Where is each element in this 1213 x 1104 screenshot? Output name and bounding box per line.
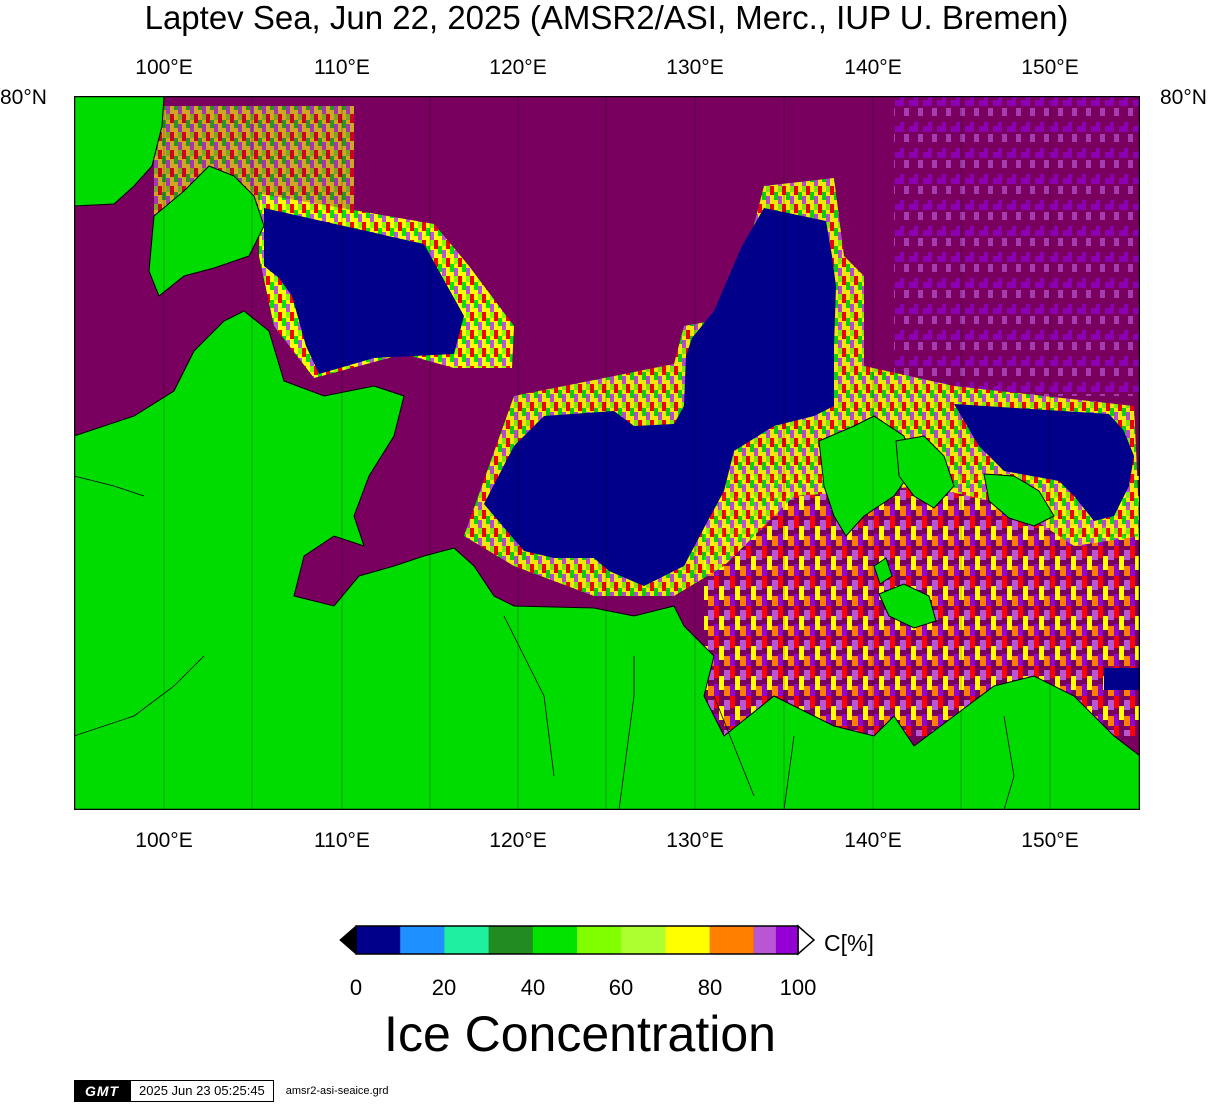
lon-label-bottom-130: 130°E (666, 829, 724, 852)
land-new-siberian-islands-faddeyevsky (895, 435, 955, 509)
map-title: Laptev Sea, Jun 22, 2025 (AMSR2/ASI, Mer… (144, 0, 1069, 36)
colorbar-cell (356, 926, 401, 954)
land-severnaya-zemlya (74, 96, 165, 207)
colorbar (339, 924, 816, 956)
lon-label-bottom-110: 110°E (314, 829, 370, 852)
colorbar-label: Ice Concentration (384, 1006, 776, 1062)
lon-label-bottom-120: 120°E (489, 829, 547, 852)
land-bolshoy-lyakhovsky (878, 583, 937, 629)
lon-label-top-130: 130°E (666, 56, 724, 79)
colorbar-tick-80: 80 (697, 975, 723, 1000)
open-water-central (484, 208, 836, 586)
colorbar-cell (532, 926, 578, 954)
colorbar-cell (488, 926, 534, 954)
colorbar-cell (665, 926, 711, 954)
land-bolshevik-island (148, 165, 265, 297)
graticule (163, 96, 1051, 810)
colorbar-cell (621, 926, 666, 954)
colorbar-tick-60: 60 (608, 975, 634, 1000)
colorbar-cell (577, 926, 622, 954)
colorbar-frame (355, 925, 799, 955)
colorbar-low-triangle (339, 924, 357, 956)
open-water-lena-delta (1104, 668, 1140, 690)
lon-label-top-110: 110°E (314, 56, 370, 79)
colorbar-cell (709, 926, 755, 954)
colorbar-tick-0: 0 (349, 975, 363, 1000)
colorbar-cell (400, 926, 445, 954)
colorbar-cell (753, 926, 777, 954)
lon-label-bottom-150: 150°E (1021, 829, 1079, 852)
lon-label-top-120: 120°E (489, 56, 547, 79)
lon-label-top-150: 150°E (1021, 56, 1079, 79)
gmt-logo: GMT (74, 1080, 130, 1102)
coastline-detail (74, 475, 1015, 810)
land-taymyr-peninsula (74, 310, 1140, 810)
timestamp-text: 2025 Jun 23 05:25:45 (130, 1080, 274, 1102)
colorbar-high-triangle (797, 924, 816, 956)
colorbar-tick-100: 100 (779, 975, 817, 1000)
colorbar-cell (775, 926, 799, 954)
ice-concentration-map (74, 96, 1140, 810)
gmt-timestamp: GMT 2025 Jun 23 05:25:45 amsr2-asi-seaic… (74, 1080, 388, 1102)
open-water-east (954, 404, 1134, 521)
map-frame (74, 96, 1140, 810)
lon-label-top-100: 100°E (135, 56, 193, 79)
ice-texture-north (894, 96, 1140, 396)
land-new-siberian-islands-kotelny (818, 415, 915, 537)
colorbar-tick-20: 20 (431, 975, 457, 1000)
filename-text: amsr2-asi-seaice.grd (285, 1085, 389, 1097)
colorbar-tick-40: 40 (520, 975, 546, 1000)
colorbar-cell (444, 926, 490, 954)
open-water-west (264, 208, 464, 374)
lon-label-top-140: 140°E (844, 56, 902, 79)
lat-label-left: 80°N (0, 86, 47, 109)
land-new-siberian-islands-new-siberia (983, 473, 1055, 527)
colorbar-unit: C[%] (824, 930, 874, 956)
lat-label-right: 80°N (1160, 86, 1207, 109)
lon-label-bottom-100: 100°E (135, 829, 193, 852)
land-stolbovoy (873, 557, 893, 585)
lon-label-bottom-140: 140°E (844, 829, 902, 852)
